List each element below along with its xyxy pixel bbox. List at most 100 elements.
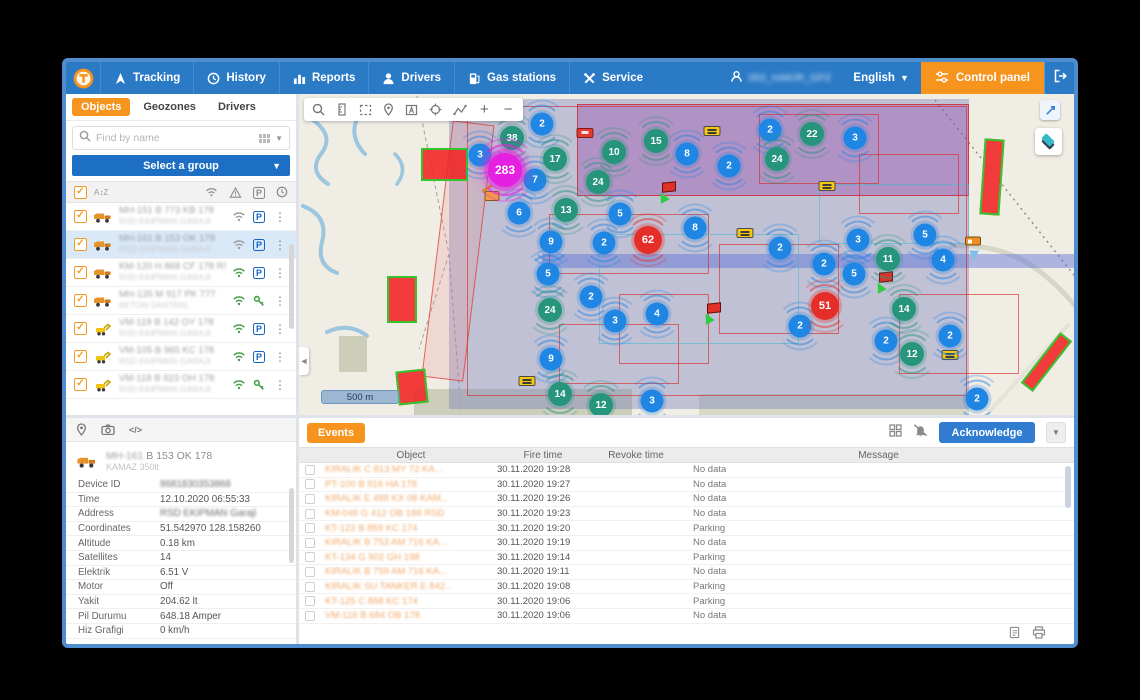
geozone-red-rect[interactable] bbox=[395, 369, 428, 406]
event-row[interactable]: PT-100 B 916 HA 178 30.11.2020 19:27 No … bbox=[299, 478, 1074, 493]
row-menu-icon[interactable]: ⋮ bbox=[272, 378, 288, 392]
acknowledge-button[interactable]: Acknowledge bbox=[939, 422, 1035, 443]
vehicle-checkbox[interactable]: ✓ bbox=[74, 294, 87, 307]
acknowledge-menu-button[interactable]: ▼ bbox=[1046, 422, 1066, 443]
map-cluster-marker[interactable]: 12 bbox=[900, 342, 924, 366]
vehicle-list-item[interactable]: ✓ VM-119 B 142 OY 178 RSD EKIPMAN GARAJI… bbox=[66, 315, 296, 343]
user-account[interactable]: 002_HAKIR_GPZ bbox=[720, 70, 842, 86]
location-pin-icon[interactable] bbox=[76, 423, 87, 436]
map-cluster-marker[interactable]: 4 bbox=[646, 303, 669, 326]
map-cluster-marker[interactable]: 15 bbox=[644, 129, 668, 153]
vehicle-checkbox[interactable]: ✓ bbox=[74, 322, 87, 335]
map-cluster-marker[interactable]: 5 bbox=[537, 263, 560, 286]
event-row[interactable]: KT-122 B 859 KC 174 30.11.2020 19:20 Par… bbox=[299, 521, 1074, 536]
map-cluster-marker[interactable]: 8 bbox=[684, 217, 707, 240]
map-ruler-icon[interactable] bbox=[336, 103, 348, 116]
map-cluster-marker[interactable]: 2 bbox=[769, 237, 792, 260]
map-cluster-marker[interactable]: 4 bbox=[932, 249, 955, 272]
details-scrollbar[interactable] bbox=[289, 488, 294, 563]
row-menu-icon[interactable]: ⋮ bbox=[272, 266, 288, 280]
event-checkbox[interactable] bbox=[305, 523, 315, 533]
event-checkbox[interactable] bbox=[305, 582, 315, 592]
map-cluster-marker[interactable]: 62 bbox=[634, 226, 662, 254]
event-row[interactable]: KIRALIK E 488 KX 08 KAM... 30.11.2020 19… bbox=[299, 492, 1074, 507]
nav-item-service[interactable]: Service bbox=[569, 62, 656, 94]
column-message[interactable]: Message bbox=[683, 450, 1074, 461]
row-menu-icon[interactable]: ⋮ bbox=[272, 294, 288, 308]
row-menu-icon[interactable]: ⋮ bbox=[272, 238, 288, 252]
map-layers-button[interactable] bbox=[1035, 128, 1062, 155]
map-cluster-marker[interactable]: 2 bbox=[718, 155, 741, 178]
sidebar-tab-drivers[interactable]: Drivers bbox=[209, 98, 265, 116]
nav-item-history[interactable]: History bbox=[193, 62, 279, 94]
map-search-icon[interactable] bbox=[312, 103, 325, 116]
map-cluster-marker[interactable]: 22 bbox=[800, 122, 824, 146]
map-cluster-marker[interactable]: 2 bbox=[939, 325, 962, 348]
search-input[interactable] bbox=[96, 132, 254, 144]
event-row[interactable]: KT-134 G 902 GH 198 30.11.2020 19:14 Par… bbox=[299, 551, 1074, 566]
code-icon[interactable]: </> bbox=[129, 425, 142, 435]
map-cluster-marker[interactable]: 14 bbox=[892, 297, 916, 321]
mute-notifications-icon[interactable] bbox=[913, 423, 928, 442]
map-flag-icon[interactable] bbox=[706, 303, 720, 317]
map-red-car-icon[interactable] bbox=[577, 128, 594, 138]
sidebar-collapse-handle[interactable]: ◄ bbox=[299, 347, 309, 375]
export-icon[interactable] bbox=[1009, 626, 1020, 639]
column-fire-time[interactable]: Fire time bbox=[497, 450, 589, 461]
vehicle-list-item[interactable]: ✓ KM-120 H 868 CF 178 RSD RSD EKIPMAN GA… bbox=[66, 259, 296, 287]
alerts-column-icon[interactable] bbox=[229, 187, 242, 198]
vehicle-list-item[interactable]: ✓ MH-161 B 153 OK 178 RSD EKIPMAN GARAJI… bbox=[66, 231, 296, 259]
vehicle-list-item[interactable]: ✓ VM-118 B 923 OH 178 RSD EKIPMAN GARAJI… bbox=[66, 371, 296, 399]
logout-button[interactable] bbox=[1044, 62, 1074, 94]
event-checkbox[interactable] bbox=[305, 538, 315, 548]
map-cluster-marker[interactable]: 13 bbox=[554, 198, 578, 222]
sidebar-tab-objects[interactable]: Objects bbox=[72, 98, 130, 116]
sidebar-scrollbar[interactable] bbox=[289, 244, 294, 329]
vehicle-list-item[interactable]: ✓ MH-151 B 773 KB 178 RSD EKIPMAN GARAJI… bbox=[66, 203, 296, 231]
vehicle-checkbox[interactable]: ✓ bbox=[74, 350, 87, 363]
vehicle-list-item[interactable]: ✓ MH-135 M 917 PK 777 BETON SANTRAL ⋮ bbox=[66, 287, 296, 315]
view-mode-icon[interactable] bbox=[259, 134, 270, 143]
events-scrollbar[interactable] bbox=[1065, 466, 1071, 508]
map-cluster-marker[interactable]: 2 bbox=[966, 388, 989, 411]
camera-icon[interactable] bbox=[101, 424, 115, 435]
event-row[interactable]: KIRALIK SU TANKER E 842... 30.11.2020 19… bbox=[299, 580, 1074, 595]
vehicle-checkbox[interactable]: ✓ bbox=[74, 210, 87, 223]
map-zoom-out-button[interactable]: − bbox=[502, 102, 515, 117]
map-cluster-marker[interactable]: 14 bbox=[548, 382, 572, 406]
map-flag-icon[interactable] bbox=[661, 182, 675, 196]
row-menu-icon[interactable]: ⋮ bbox=[272, 210, 288, 224]
event-checkbox[interactable] bbox=[305, 494, 315, 504]
event-row[interactable]: KT-125 C 888 KC 174 30.11.2020 19:06 Par… bbox=[299, 594, 1074, 609]
event-row[interactable]: VM-116 B 684 OB 178 30.11.2020 19:06 No … bbox=[299, 609, 1074, 624]
chevron-down-icon[interactable]: ▼ bbox=[275, 134, 283, 143]
vehicle-checkbox[interactable]: ✓ bbox=[74, 378, 87, 391]
map-select-area-icon[interactable] bbox=[359, 104, 372, 116]
map-cluster-marker[interactable]: 24 bbox=[765, 147, 789, 171]
map-cluster-marker[interactable]: 51 bbox=[811, 292, 839, 320]
map-cluster-marker[interactable]: 24 bbox=[586, 170, 610, 194]
map-cluster-marker[interactable]: 24 bbox=[538, 298, 562, 322]
map-cluster-marker[interactable]: 3 bbox=[604, 310, 627, 333]
map-cluster-marker[interactable]: 283 bbox=[488, 153, 522, 187]
row-menu-icon[interactable]: ⋮ bbox=[272, 350, 288, 364]
vehicle-checkbox[interactable]: ✓ bbox=[74, 238, 87, 251]
map-cluster-marker[interactable]: 2 bbox=[593, 232, 616, 255]
event-checkbox[interactable] bbox=[305, 567, 315, 577]
geozone-red-rect[interactable] bbox=[387, 276, 417, 323]
grid-view-icon[interactable] bbox=[889, 424, 902, 442]
nav-item-drivers[interactable]: Drivers bbox=[368, 62, 454, 94]
nav-item-gas[interactable]: Gas stations bbox=[454, 62, 569, 94]
row-menu-icon[interactable]: ⋮ bbox=[272, 322, 288, 336]
time-column-icon[interactable] bbox=[276, 186, 288, 198]
select-all-checkbox[interactable]: ✓ bbox=[74, 186, 87, 199]
event-row[interactable]: KIRALIK B 759 AM 716 KA... 30.11.2020 19… bbox=[299, 565, 1074, 580]
event-checkbox[interactable] bbox=[305, 465, 315, 475]
print-icon[interactable] bbox=[1032, 626, 1046, 639]
parking-column-icon[interactable]: P bbox=[253, 183, 265, 201]
map-zoom-in-button[interactable]: + bbox=[478, 102, 491, 117]
connection-column-icon[interactable] bbox=[205, 187, 218, 197]
map-yellow-car-icon[interactable] bbox=[737, 228, 754, 238]
map-cluster-marker[interactable]: 11 bbox=[876, 247, 900, 271]
vehicle-list-item[interactable]: ✓ VM-105 B 965 KC 178 RSD EKIPMAN GARAJI… bbox=[66, 343, 296, 371]
